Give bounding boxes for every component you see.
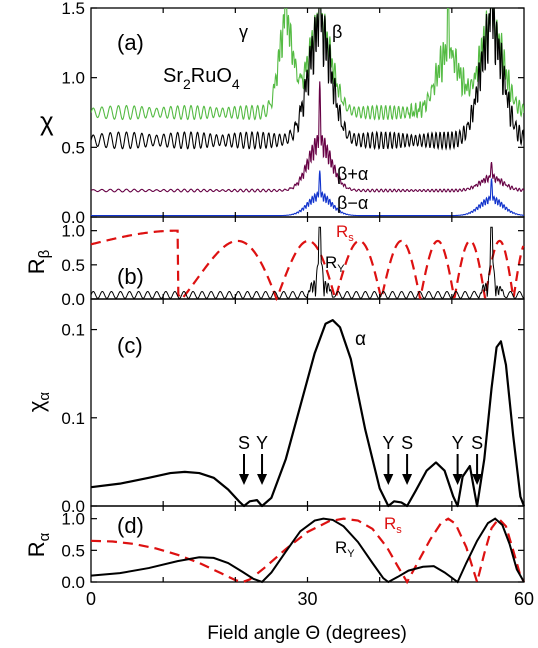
ylabel-a: χ	[40, 106, 54, 136]
panel-a-label: (a)	[117, 30, 144, 55]
series-ry-d	[90, 517, 525, 584]
series-alpha-c	[90, 319, 526, 508]
arrow-s-0: S	[238, 433, 250, 485]
series-ry-b	[90, 226, 525, 299]
ytick-label: 1.0	[61, 510, 85, 529]
panel-d-label: (d)	[117, 513, 144, 538]
ytick-label: 0.0	[61, 208, 85, 227]
svg-text:Rα: Rα	[24, 532, 53, 557]
arrow-s-5: S	[471, 433, 483, 485]
ry-label-d: RY	[335, 538, 355, 560]
ytick-label: 0.5	[61, 541, 85, 560]
series-a-2	[91, 81, 524, 193]
panel-c-label: (c)	[117, 333, 143, 358]
arrow-label: Y	[382, 433, 394, 453]
arrow-y-1: Y	[256, 433, 268, 485]
ytick-label: 0.1	[61, 321, 85, 340]
ylabel-b: Rβ	[24, 249, 53, 274]
ytick-label: 0.1	[61, 409, 85, 428]
ytick-label: 0.5	[61, 138, 85, 157]
arrow-label: S	[238, 433, 250, 453]
ytick-label: 1.0	[61, 222, 85, 241]
beta-label: β	[332, 22, 342, 42]
series-a-1	[91, 8, 524, 151]
arrow-label: Y	[256, 433, 268, 453]
formula-label: Sr2RuO4	[163, 65, 240, 92]
arrow-y-2: Y	[382, 433, 394, 485]
panel-d-frame	[90, 505, 525, 583]
ylabel-c: χα	[24, 392, 53, 413]
arrow-label: S	[471, 433, 483, 453]
arrow-y-4: Y	[452, 433, 464, 485]
arrow-label: Y	[452, 433, 464, 453]
arrow-label: S	[401, 433, 413, 453]
xtick-label: 60	[514, 589, 534, 609]
ytick-label: 0.5	[61, 256, 85, 275]
ytick-label: 0.0	[61, 497, 85, 516]
panel-b-label: (b)	[117, 264, 144, 289]
panel-a-frame	[90, 7, 525, 218]
xtick-label: 30	[297, 589, 317, 609]
alpha-label: α	[355, 329, 366, 350]
ytick-label: 0.0	[61, 290, 85, 309]
ylabel-d: Rα	[24, 532, 53, 557]
rs-label-d: Rs	[384, 514, 402, 536]
series-rs-b	[90, 229, 525, 302]
gamma-label: γ	[239, 22, 248, 42]
beta-minus-alpha-label: β−α	[337, 193, 368, 213]
ytick-label: 1.0	[61, 69, 85, 88]
series-rs-d	[90, 516, 525, 587]
beta-plus-alpha-label: β+α	[337, 164, 368, 184]
ry-label-b: RY	[325, 253, 345, 275]
panel-b-frame	[90, 216, 525, 300]
rs-label-b: Rs	[336, 222, 354, 244]
svg-text:χα: χα	[24, 392, 53, 413]
x-axis-label: Field angle Θ (degrees)	[207, 623, 407, 644]
series-a-3	[91, 170, 524, 217]
ytick-label: 1.5	[61, 0, 85, 18]
ytick-label: 0.0	[61, 573, 85, 592]
series-a-0	[91, 8, 524, 121]
arrow-s-3: S	[401, 433, 413, 485]
svg-text:Rβ: Rβ	[24, 249, 53, 274]
xtick-label: 0	[86, 589, 96, 609]
